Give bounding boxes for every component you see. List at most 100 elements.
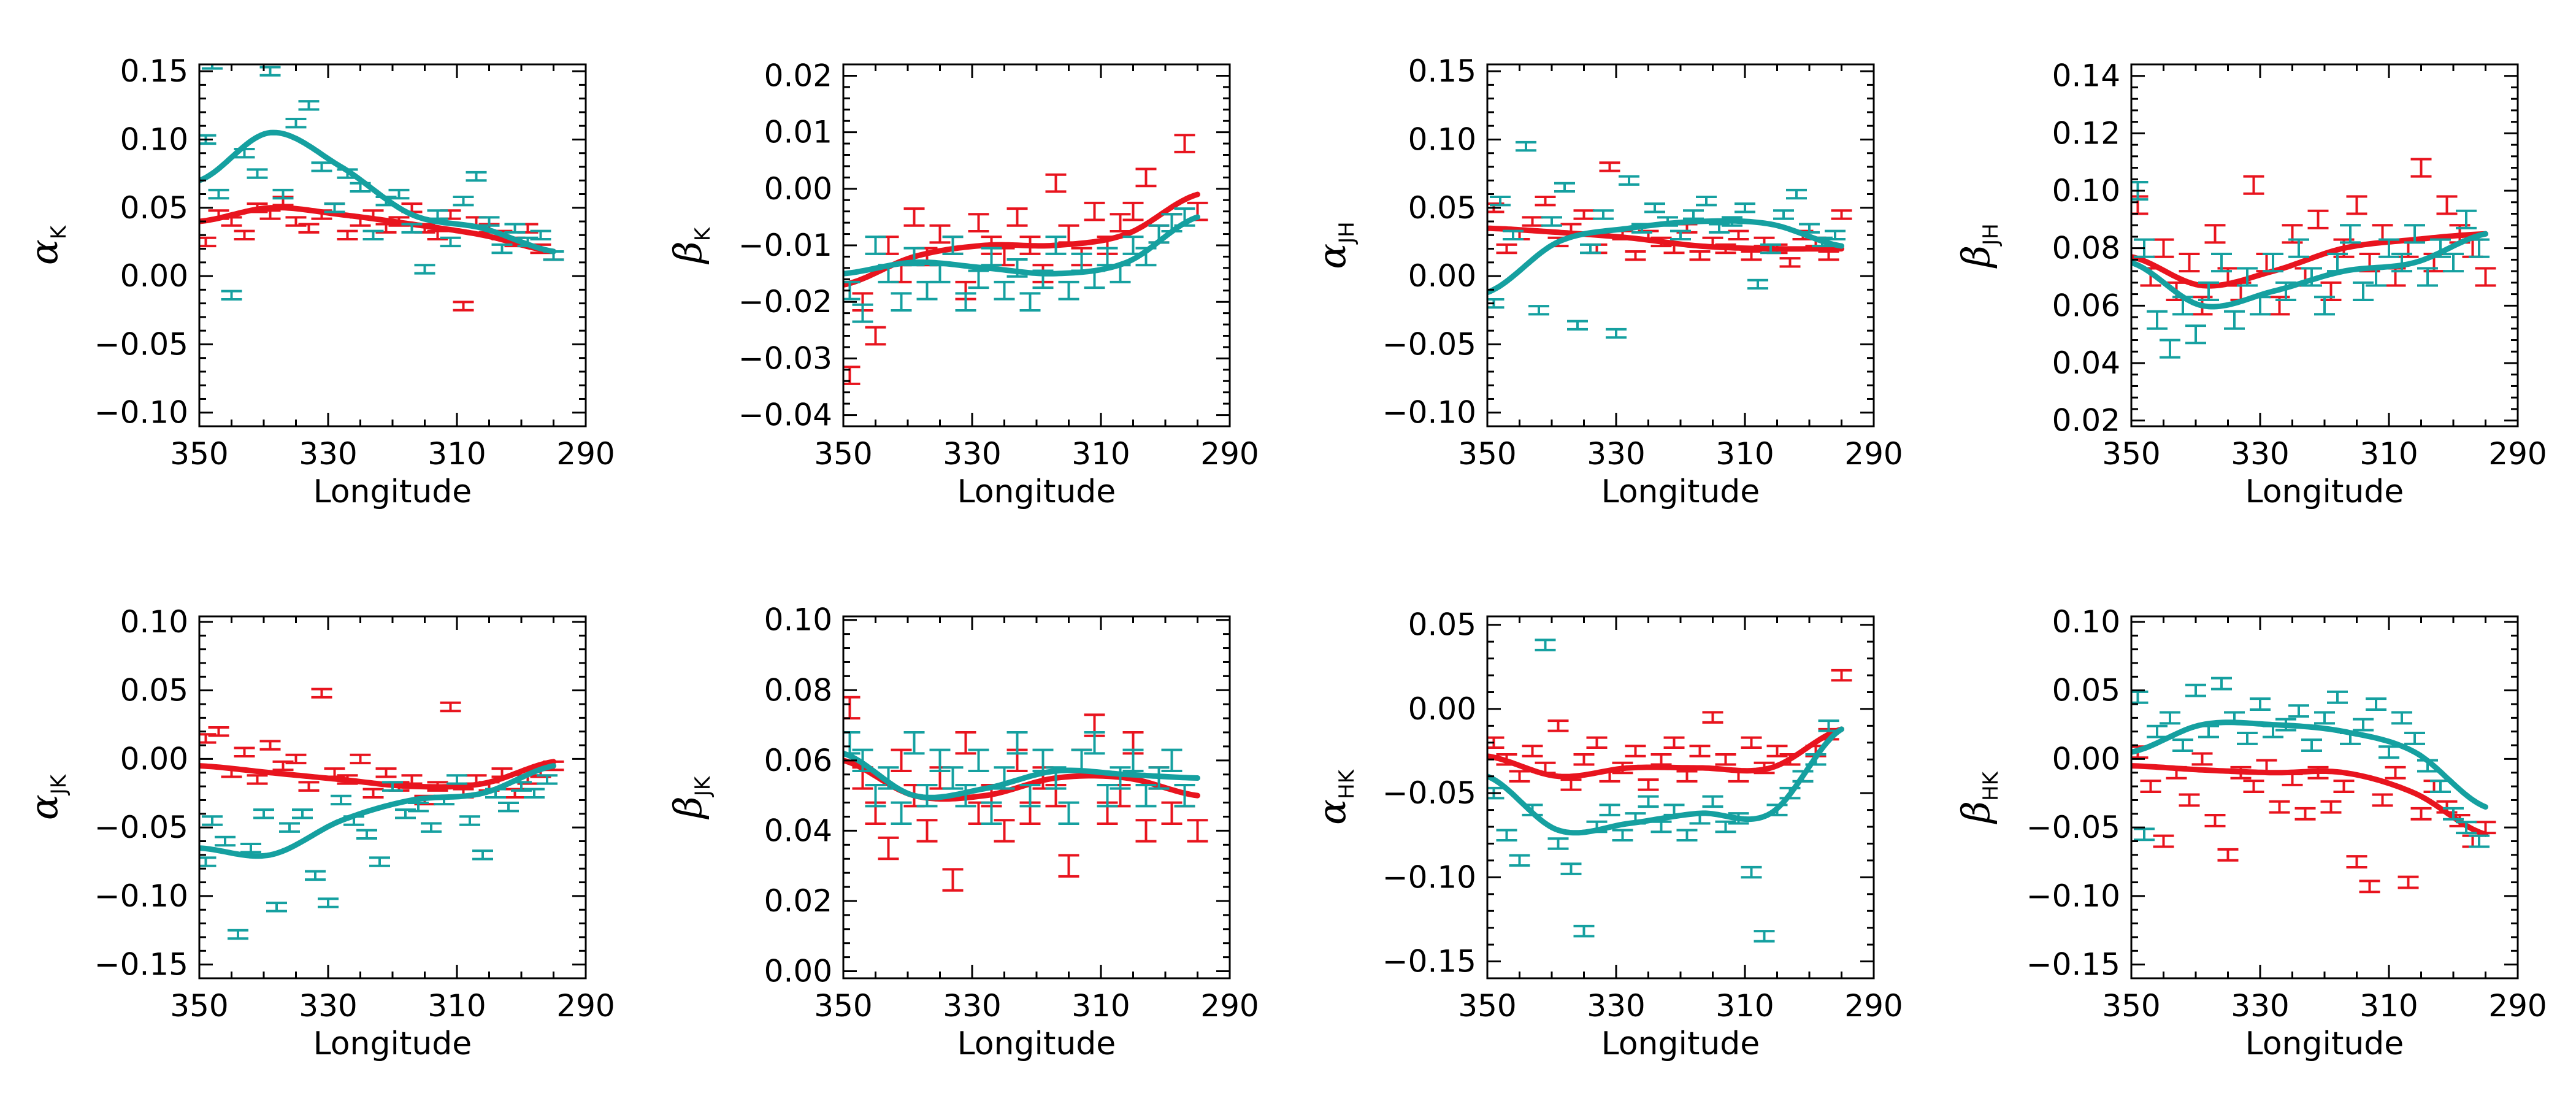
x-tick-label: 350 bbox=[170, 436, 228, 472]
fit-curve bbox=[2131, 231, 2488, 289]
data-point bbox=[865, 326, 886, 346]
series-teal bbox=[1487, 140, 1846, 339]
data-point bbox=[2185, 683, 2206, 697]
data-point bbox=[1058, 801, 1079, 825]
y-tick-label: −0.05 bbox=[2026, 810, 2120, 845]
data-point bbox=[1522, 216, 1543, 227]
data-point bbox=[1573, 209, 1595, 220]
y-axis-subscript: HK bbox=[1979, 770, 2003, 801]
data-point bbox=[916, 819, 938, 843]
y-axis-symbol: α bbox=[21, 239, 66, 265]
data-point bbox=[1058, 280, 1079, 301]
data-point bbox=[1161, 801, 1183, 825]
data-point bbox=[318, 897, 339, 908]
data-point bbox=[2140, 780, 2161, 794]
data-point bbox=[440, 701, 461, 713]
x-tick-label: 350 bbox=[1458, 436, 1516, 472]
series-teal bbox=[843, 731, 1200, 825]
data-point bbox=[208, 188, 229, 200]
data-point bbox=[1702, 795, 1723, 808]
panel-5: 350 330 310 290 −0.15 −0.10 −0.05 0.00 0.05 0.10 L… bbox=[21, 604, 615, 1062]
data-point bbox=[234, 746, 255, 757]
fit-curve bbox=[1487, 225, 1844, 252]
data-point bbox=[208, 726, 229, 737]
data-point bbox=[1735, 202, 1755, 213]
data-point bbox=[1522, 745, 1543, 757]
data-point bbox=[1831, 669, 1852, 682]
y-axis-title: αK bbox=[21, 224, 71, 265]
data-point bbox=[1702, 711, 1723, 724]
x-tick-label: 310 bbox=[427, 436, 486, 472]
data-point bbox=[221, 289, 242, 301]
y-tick-label: −0.05 bbox=[1382, 775, 1476, 811]
y-tick-label: 0.00 bbox=[764, 171, 832, 207]
data-point bbox=[466, 171, 487, 182]
data-point bbox=[1683, 209, 1704, 220]
data-point bbox=[2160, 339, 2180, 359]
data-point bbox=[1676, 829, 1698, 841]
data-point bbox=[215, 835, 236, 847]
data-point bbox=[2211, 677, 2232, 691]
plot-area bbox=[199, 688, 564, 940]
y-axis-symbol: α bbox=[1309, 799, 1354, 825]
data-point bbox=[199, 856, 217, 867]
data-point bbox=[427, 209, 448, 220]
x-axis-title: Longitude bbox=[2245, 473, 2404, 510]
data-point bbox=[1509, 854, 1530, 867]
data-point bbox=[440, 236, 461, 248]
data-point bbox=[891, 801, 912, 825]
y-axis-symbol: β bbox=[665, 796, 710, 819]
svg-text:αK: αK bbox=[21, 224, 71, 265]
data-point bbox=[234, 229, 255, 240]
y-axis-title: βJK bbox=[665, 775, 715, 819]
svg-text:αJK: αJK bbox=[21, 773, 71, 820]
y-tick-label: 0.00 bbox=[120, 258, 188, 294]
data-point bbox=[362, 788, 384, 799]
data-point bbox=[2153, 834, 2174, 848]
y-axis-title: βJH bbox=[1953, 223, 2003, 268]
x-tick-label: 310 bbox=[1715, 988, 1774, 1024]
data-point bbox=[447, 774, 467, 785]
series-teal bbox=[199, 64, 564, 301]
data-point bbox=[2217, 848, 2239, 862]
data-point bbox=[1741, 250, 1762, 261]
data-point bbox=[1006, 731, 1028, 755]
y-tick-label: 0.00 bbox=[1408, 691, 1476, 727]
y-tick-label: 0.06 bbox=[764, 743, 832, 778]
data-point bbox=[2185, 324, 2206, 345]
svg-text:βHK: βHK bbox=[1953, 770, 2003, 824]
data-point bbox=[2385, 765, 2406, 780]
x-tick-label: 310 bbox=[1071, 988, 1130, 1024]
data-point bbox=[929, 264, 951, 283]
data-point bbox=[968, 748, 989, 773]
data-point bbox=[253, 808, 274, 819]
y-tick-label: 0.12 bbox=[2052, 115, 2120, 151]
data-point bbox=[1689, 745, 1711, 757]
data-point bbox=[311, 688, 332, 699]
y-tick-label: 0.05 bbox=[1408, 607, 1476, 643]
data-point bbox=[2224, 310, 2245, 330]
data-point bbox=[2398, 875, 2419, 889]
x-axis-title: Longitude bbox=[313, 473, 472, 510]
y-tick-label: 0.02 bbox=[2052, 403, 2120, 439]
y-tick-label: −0.10 bbox=[2026, 878, 2120, 914]
data-point bbox=[852, 303, 873, 323]
data-point bbox=[1110, 213, 1131, 232]
data-point bbox=[1496, 243, 1517, 255]
panel-2: 350 330 310 290 −0.04 −0.03 −0.02 −0.01 0.00 0.01… bbox=[665, 58, 1259, 510]
data-point bbox=[1593, 209, 1614, 220]
data-point bbox=[903, 207, 925, 227]
y-axis-title: βK bbox=[665, 226, 715, 264]
data-point bbox=[1554, 182, 1575, 193]
data-point bbox=[2179, 253, 2200, 273]
y-tick-label: 0.04 bbox=[2052, 345, 2120, 381]
data-point bbox=[2346, 855, 2367, 868]
data-point bbox=[2198, 281, 2219, 301]
data-point bbox=[459, 815, 480, 826]
data-point bbox=[2372, 793, 2393, 807]
data-point bbox=[2443, 807, 2464, 821]
data-point bbox=[1650, 820, 1672, 834]
data-point bbox=[298, 223, 320, 234]
data-point bbox=[388, 188, 410, 200]
series-teal bbox=[199, 763, 558, 940]
